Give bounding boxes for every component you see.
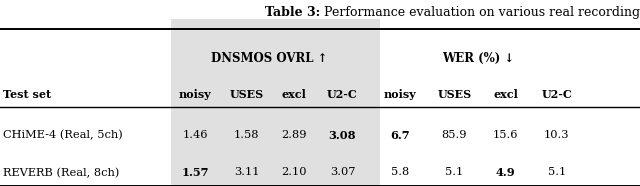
Text: noisy: noisy	[383, 89, 417, 100]
Text: excl: excl	[282, 89, 307, 100]
Text: 5.1: 5.1	[445, 167, 463, 177]
Text: 15.6: 15.6	[493, 130, 518, 140]
Text: 3.11: 3.11	[234, 167, 259, 177]
Text: 2.10: 2.10	[282, 167, 307, 177]
Bar	[171, 19, 380, 186]
Text: Table 3:: Table 3:	[265, 6, 320, 19]
Text: REVERB (Real, 8ch): REVERB (Real, 8ch)	[3, 167, 120, 178]
Text: 1.57: 1.57	[182, 167, 209, 178]
Text: 3.07: 3.07	[330, 167, 355, 177]
Text: 1.46: 1.46	[182, 130, 208, 140]
Text: DNSMOS OVRL ↑: DNSMOS OVRL ↑	[211, 52, 327, 65]
Text: 4.9: 4.9	[496, 167, 515, 178]
Text: 6.7: 6.7	[390, 130, 410, 141]
Text: 2.89: 2.89	[282, 130, 307, 140]
Text: 5.8: 5.8	[391, 167, 409, 177]
Text: 85.9: 85.9	[442, 130, 467, 140]
Text: Test set: Test set	[3, 89, 51, 100]
Text: U2-C: U2-C	[541, 89, 572, 100]
Text: noisy: noisy	[179, 89, 212, 100]
Text: 10.3: 10.3	[544, 130, 570, 140]
Text: CHiME-4 (Real, 5ch): CHiME-4 (Real, 5ch)	[3, 130, 123, 141]
Text: U2-C: U2-C	[327, 89, 358, 100]
Text: Performance evaluation on various real recordings.: Performance evaluation on various real r…	[320, 6, 640, 19]
Text: USES: USES	[437, 89, 472, 100]
Text: USES: USES	[229, 89, 264, 100]
Text: 1.58: 1.58	[234, 130, 259, 140]
Text: 3.08: 3.08	[329, 130, 356, 141]
Text: excl: excl	[493, 89, 518, 100]
Text: WER (%) ↓: WER (%) ↓	[443, 52, 515, 65]
Text: 5.1: 5.1	[548, 167, 566, 177]
